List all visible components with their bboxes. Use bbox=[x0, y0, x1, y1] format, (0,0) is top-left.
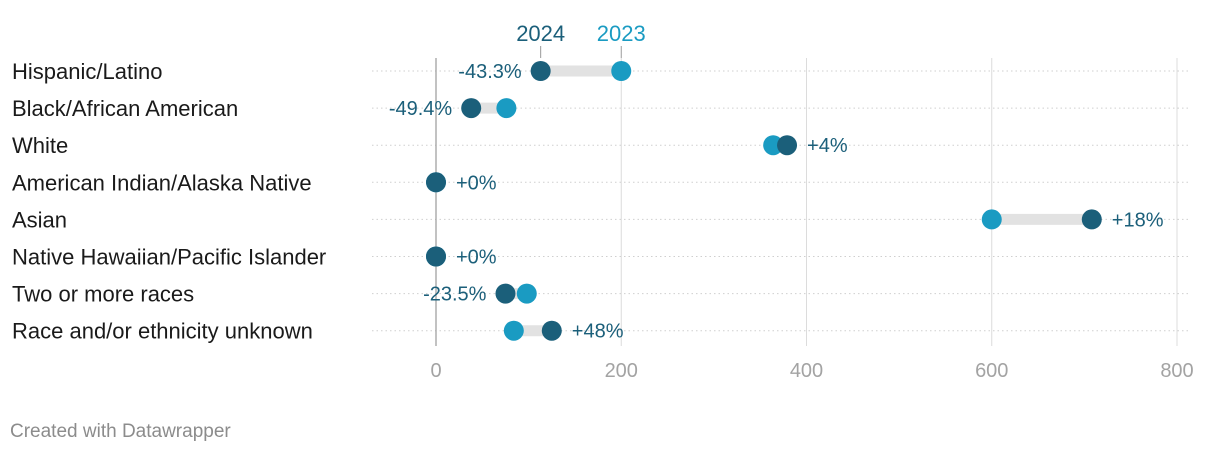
change-label: +0% bbox=[456, 172, 497, 194]
dot-2024 bbox=[426, 246, 446, 267]
footer-credit: Created with Datawrapper bbox=[10, 421, 231, 442]
category-label: White bbox=[12, 133, 68, 158]
dot-2023 bbox=[516, 283, 537, 304]
dot-2024 bbox=[495, 283, 516, 304]
category-label: Native Hawaiian/Pacific Islander bbox=[12, 245, 326, 270]
dot-range-chart: 0 200 400 600 800 Hispanic/Latino Black/Africa… bbox=[12, 21, 1194, 382]
dot-2023 bbox=[981, 209, 1002, 230]
change-label: +18% bbox=[1112, 209, 1164, 231]
change-label: -23.5% bbox=[423, 284, 487, 306]
dot-2024 bbox=[777, 135, 798, 156]
change-label: +4% bbox=[807, 135, 848, 157]
legend-2023-label: 2023 bbox=[597, 21, 646, 46]
dot-2023 bbox=[503, 320, 524, 341]
category-label: Hispanic/Latino bbox=[12, 59, 162, 84]
change-label: -49.4% bbox=[389, 98, 453, 120]
x-tick-label: 600 bbox=[975, 360, 1008, 382]
change-label: -43.3% bbox=[458, 61, 522, 83]
dot-2023 bbox=[763, 135, 784, 156]
dot-2024 bbox=[426, 172, 446, 193]
dot-2023 bbox=[496, 98, 517, 119]
dot-2024 bbox=[1081, 209, 1102, 230]
category-label: Black/African American bbox=[12, 96, 238, 121]
dot-2024 bbox=[541, 320, 562, 341]
category-label: Two or more races bbox=[12, 282, 194, 307]
dot-2024 bbox=[530, 61, 551, 81]
category-label: American Indian/Alaska Native bbox=[12, 170, 312, 195]
legend-2024-label: 2024 bbox=[516, 21, 565, 46]
change-label: +0% bbox=[456, 247, 497, 269]
category-label: Race and/or ethnicity unknown bbox=[12, 319, 313, 344]
dot-2023 bbox=[611, 61, 632, 81]
x-tick-label: 400 bbox=[790, 360, 823, 382]
x-tick-label: 800 bbox=[1160, 360, 1193, 382]
change-label: +48% bbox=[572, 321, 624, 343]
dot-2024 bbox=[461, 98, 482, 119]
x-tick-label: 0 bbox=[430, 360, 441, 382]
category-label: Asian bbox=[12, 207, 67, 232]
x-tick-label: 200 bbox=[605, 360, 638, 382]
